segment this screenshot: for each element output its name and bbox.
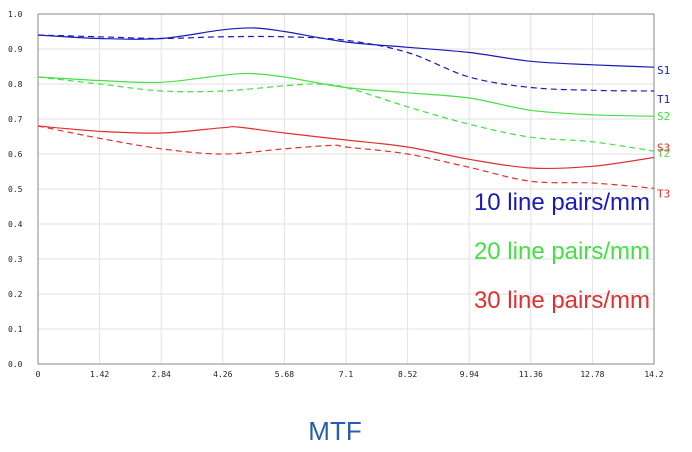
x-tick-label: 9.94 (460, 370, 479, 379)
legend: 10 line pairs/mm 20 line pairs/mm 30 line … (474, 189, 650, 314)
x-tick-label: 7.1 (339, 370, 354, 379)
y-tick-label: 0.5 (8, 185, 23, 194)
y-tick-label: 0.1 (8, 325, 23, 334)
series-line-t2 (37, 76, 655, 152)
y-tick-label: 0.7 (8, 115, 23, 124)
x-tick-label: 14.2 (644, 370, 663, 379)
series-line-s2 (37, 72, 655, 117)
legend-item: 30 line pairs/mm (474, 287, 650, 314)
x-tick-label: 0 (36, 370, 41, 379)
y-tick-label: 0.0 (8, 360, 23, 369)
series-line-s1 (37, 27, 655, 68)
series-lines (37, 27, 655, 189)
series-label-t2: T2 (657, 147, 670, 160)
x-tick-label: 1.42 (90, 370, 109, 379)
y-tick-label: 0.6 (8, 150, 23, 159)
y-tick-label: 0.3 (8, 255, 23, 264)
series-label-s1: S1 (657, 64, 670, 77)
chart-title: MTF (308, 416, 361, 446)
x-tick-label: 5.68 (275, 370, 294, 379)
y-tick-label: 0.2 (8, 290, 23, 299)
y-tick-label: 0.8 (8, 80, 23, 89)
x-tick-label: 12.78 (580, 370, 604, 379)
series-label-s2: S2 (657, 110, 670, 123)
x-tick-label: 8.52 (398, 370, 417, 379)
x-tick-label: 4.26 (213, 370, 232, 379)
series-line-t3 (37, 125, 655, 189)
y-tick-label: 1.0 (8, 10, 23, 19)
x-tick-label: 2.84 (152, 370, 171, 379)
y-tick-label: 0.4 (8, 220, 23, 229)
legend-item: 10 line pairs/mm (474, 189, 650, 216)
plot-frame (37, 13, 655, 365)
y-axis-ticks: 0.0 0.1 0.2 0.3 0.4 0.5 0.6 0.7 0.8 0.9 1.0 (8, 10, 23, 369)
legend-item: 20 line pairs/mm (474, 238, 650, 265)
series-label-t1: T1 (657, 93, 670, 106)
series-label-s3: S3 (657, 142, 670, 155)
x-axis-ticks: 0 1.42 2.84 4.26 5.68 7.1 8.52 9.94 11.36 12.78 14… (36, 370, 664, 379)
y-tick-label: 0.9 (8, 45, 23, 54)
x-tick-label: 11.36 (519, 370, 543, 379)
series-label-t3: T3 (657, 187, 670, 200)
series-line-s3 (37, 125, 655, 170)
